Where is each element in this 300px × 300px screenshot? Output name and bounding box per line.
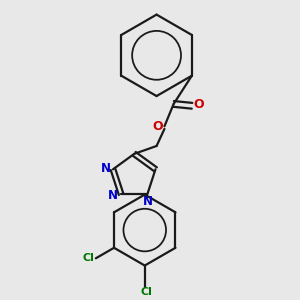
Text: N: N: [108, 189, 118, 202]
Text: N: N: [143, 195, 153, 208]
Text: N: N: [100, 162, 111, 175]
Text: O: O: [193, 98, 204, 111]
Text: Cl: Cl: [140, 287, 152, 297]
Text: O: O: [153, 120, 163, 133]
Text: Cl: Cl: [82, 253, 94, 262]
